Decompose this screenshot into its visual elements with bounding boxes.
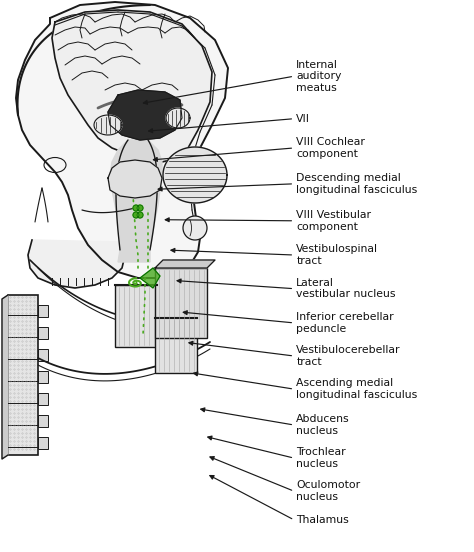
Bar	[38, 327, 48, 339]
Text: VIII Vestibular
component: VIII Vestibular component	[296, 210, 371, 232]
Bar	[38, 349, 48, 361]
Bar	[38, 393, 48, 405]
Polygon shape	[166, 108, 190, 128]
Polygon shape	[163, 147, 227, 203]
Polygon shape	[28, 240, 125, 288]
Text: Thalamus: Thalamus	[296, 515, 349, 525]
Polygon shape	[155, 260, 215, 268]
Bar	[155, 268, 207, 338]
Text: Abducens
nucleus: Abducens nucleus	[296, 414, 350, 436]
Circle shape	[137, 205, 143, 211]
Circle shape	[133, 205, 139, 211]
Text: Oculomotor
nucleus: Oculomotor nucleus	[296, 480, 360, 502]
Polygon shape	[16, 2, 228, 278]
Polygon shape	[108, 90, 182, 140]
Text: Descending medial
longitudinal fasciculus: Descending medial longitudinal fasciculu…	[296, 173, 418, 195]
Bar	[38, 415, 48, 427]
Bar	[38, 371, 48, 383]
Text: Trochlear
nucleus: Trochlear nucleus	[296, 447, 346, 469]
Polygon shape	[110, 140, 162, 262]
Bar	[155, 318, 197, 373]
Circle shape	[183, 216, 207, 240]
Text: Vestibulocerebellar
tract: Vestibulocerebellar tract	[296, 345, 401, 367]
Text: Internal
auditory
meatus: Internal auditory meatus	[296, 60, 342, 93]
Bar	[38, 305, 48, 317]
Text: Lateral
vestibular nucleus: Lateral vestibular nucleus	[296, 278, 396, 300]
Polygon shape	[108, 160, 162, 198]
Circle shape	[137, 212, 143, 218]
Text: Ascending medial
longitudinal fasciculus: Ascending medial longitudinal fasciculus	[296, 378, 418, 400]
Bar	[115, 285, 157, 347]
Text: Vestibulospinal
tract: Vestibulospinal tract	[296, 244, 378, 266]
Circle shape	[133, 212, 139, 218]
Text: VII: VII	[296, 114, 310, 124]
Polygon shape	[2, 295, 8, 459]
Polygon shape	[140, 268, 160, 288]
Bar	[38, 437, 48, 449]
Text: VIII Cochlear
component: VIII Cochlear component	[296, 137, 365, 159]
Bar	[8, 295, 38, 455]
Polygon shape	[94, 115, 122, 135]
Text: Inferior cerebellar
peduncle: Inferior cerebellar peduncle	[296, 312, 394, 334]
Polygon shape	[52, 10, 212, 162]
